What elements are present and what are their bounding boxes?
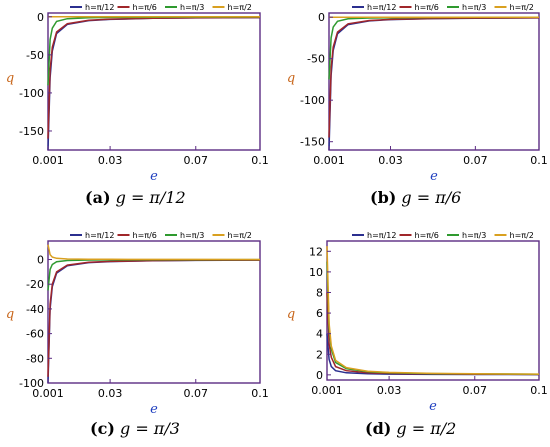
y-axis-label: q	[287, 307, 295, 322]
legend-label: h=π/3	[180, 231, 204, 240]
legend-label: h=π/2	[510, 231, 534, 240]
series-line	[328, 16, 540, 80]
series-line	[47, 16, 261, 151]
caption-d: (d) g = π/2	[365, 419, 456, 438]
caption-c: (c) g = π/3	[90, 419, 180, 438]
y-tick-label: 10	[309, 266, 323, 279]
legend-label: h=π/6	[133, 3, 157, 12]
legend-label: h=π/12	[85, 231, 114, 240]
x-axis-label: e	[429, 399, 437, 414]
series-line	[47, 259, 261, 384]
legend-label: h=π/3	[180, 3, 204, 12]
y-tick-label: 0	[316, 369, 323, 382]
x-axis-label: e	[430, 169, 438, 184]
plot-frame	[328, 12, 540, 151]
plot-frame	[47, 12, 261, 151]
caption-math: g = π/2	[396, 419, 457, 438]
y-tick-label: -50	[307, 53, 325, 66]
legend-label: h=π/2	[228, 3, 252, 12]
y-tick-label: -80	[26, 352, 44, 365]
legend-label: h=π/3	[462, 231, 486, 240]
x-tick-label: 0.1	[251, 387, 269, 400]
series-line	[47, 16, 261, 139]
y-tick-label: -50	[26, 49, 44, 62]
caption-math: g = π/3	[119, 419, 180, 438]
x-tick-label: 0.07	[463, 154, 488, 167]
series-line	[326, 292, 540, 376]
panel-d: 0.001 0.03 0.07 0.1 0 2 4 6 8 10 12 e q h=π/12 h=π/6 h=…	[287, 231, 548, 414]
panel-c: 0.001 0.03 0.07 0.1 0 -20 -40 -60 -80 -100 e q h=π/1…	[6, 231, 269, 417]
series-line	[47, 244, 261, 261]
y-tick-label: -100	[300, 94, 325, 107]
y-tick-label: -100	[19, 377, 44, 390]
panel-a: 0.001 0.03 0.07 0.1 0 -50 -100 -150 e q h=π/12 h=π/…	[6, 3, 269, 184]
x-tick-label: 0.07	[184, 154, 209, 167]
y-tick-label: -150	[19, 125, 44, 138]
y-tick-label: 0	[37, 254, 44, 267]
legend-label: h=π/3	[462, 3, 486, 12]
legend-label: h=π/12	[85, 3, 114, 12]
y-tick-label: -150	[300, 136, 325, 149]
x-tick-label: 0.03	[377, 384, 402, 397]
caption-label: (c)	[90, 419, 115, 438]
x-axis-label: e	[150, 402, 158, 417]
x-tick-label: 0.001	[32, 387, 64, 400]
legend-label: h=π/2	[510, 3, 534, 12]
series-line	[326, 333, 540, 376]
y-tick-label: 12	[309, 245, 323, 258]
legend-label: h=π/6	[415, 3, 439, 12]
legend-label: h=π/2	[228, 231, 252, 240]
y-tick-label: 0	[318, 11, 325, 24]
x-tick-label: 0.1	[530, 154, 548, 167]
y-tick-label: 4	[316, 328, 323, 341]
series-line	[326, 261, 540, 375]
caption-label: (d)	[365, 419, 392, 438]
y-tick-label: -20	[26, 278, 44, 291]
x-tick-label: 0.03	[98, 154, 123, 167]
x-tick-label: 0.1	[251, 154, 269, 167]
caption-math: g = π/12	[115, 188, 186, 207]
x-axis-label: e	[150, 169, 158, 184]
series-line	[328, 17, 540, 151]
legend-label: h=π/6	[415, 231, 439, 240]
x-tick-label: 0.03	[378, 154, 403, 167]
caption-label: (b)	[370, 188, 397, 207]
y-tick-label: 8	[316, 286, 323, 299]
y-tick-label: -40	[26, 303, 44, 316]
x-tick-label: 0.07	[463, 384, 488, 397]
y-tick-label: -100	[19, 87, 44, 100]
x-tick-label: 0.001	[311, 384, 343, 397]
plot-frame	[47, 240, 261, 384]
legend-label: h=π/12	[367, 3, 396, 12]
y-tick-label: 2	[316, 348, 323, 361]
series-line	[47, 259, 261, 377]
legend-label: h=π/12	[367, 231, 396, 240]
caption-a: (a) g = π/12	[85, 188, 186, 207]
series-line	[47, 16, 261, 86]
x-tick-label: 0.03	[98, 387, 123, 400]
legend-label: h=π/6	[133, 231, 157, 240]
caption-math: g = π/6	[401, 188, 462, 207]
x-tick-label: 0.001	[313, 154, 345, 167]
panel-b: 0.001 0.03 0.07 0.1 0 -50 -100 -150 e q h=π/12 h=π/…	[287, 3, 548, 184]
series-line	[326, 246, 540, 375]
y-axis-label: q	[6, 71, 14, 86]
y-axis-label: q	[287, 71, 295, 86]
y-axis-label: q	[6, 307, 14, 322]
x-tick-label: 0.001	[32, 154, 64, 167]
x-tick-label: 0.07	[184, 387, 209, 400]
y-tick-label: 0	[37, 11, 44, 24]
caption-b: (b) g = π/6	[370, 188, 461, 207]
caption-label: (a)	[85, 188, 111, 207]
plot-frame	[326, 240, 540, 381]
series-line	[328, 17, 540, 138]
x-tick-label: 0.1	[530, 384, 548, 397]
y-tick-label: -60	[26, 328, 44, 341]
y-tick-label: 6	[316, 307, 323, 320]
